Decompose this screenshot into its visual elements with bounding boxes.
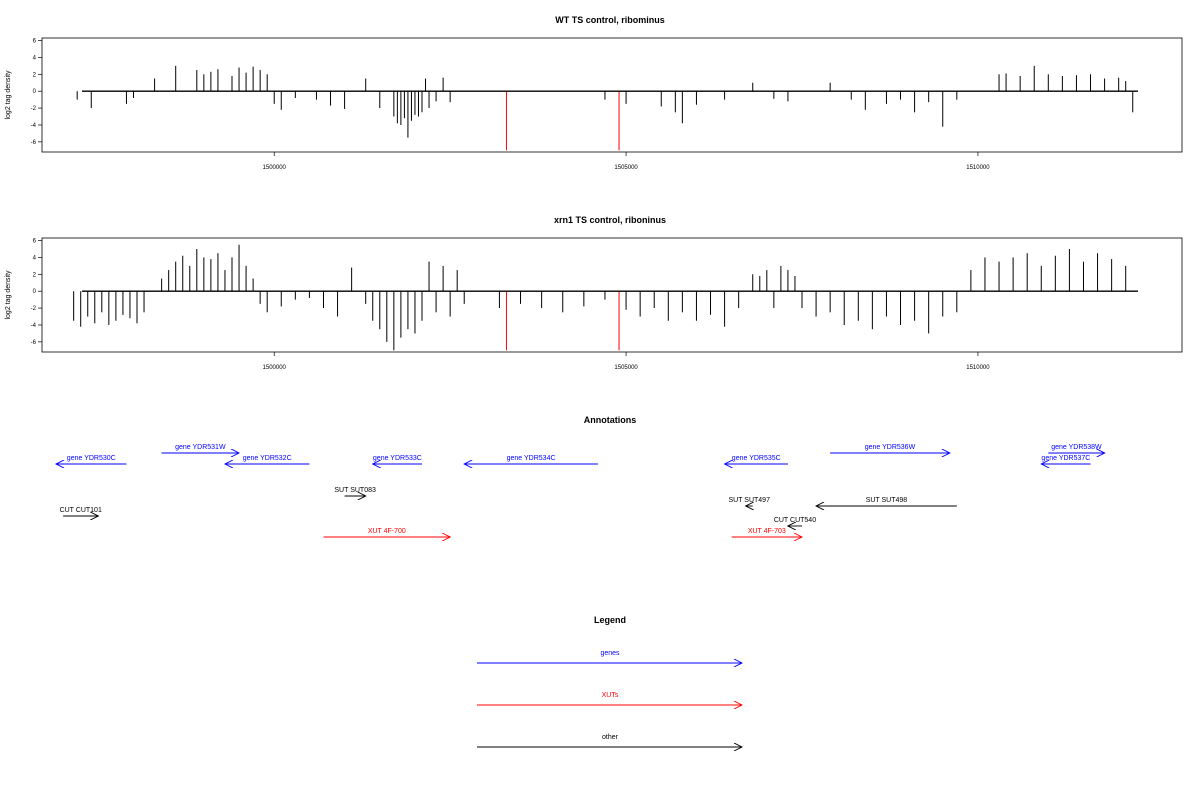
y-tick-label: 0 (33, 89, 37, 95)
x-tick-label: 1510000 (966, 365, 990, 371)
annotation-label: gene YDR534C (507, 455, 556, 462)
x-tick-label: 1500000 (263, 165, 287, 171)
legend-panel: Legend genes XUTs other (477, 615, 742, 747)
panel-xrn1-y-axis: 6 4 2 0 -2 -4 -6 (31, 239, 42, 346)
annotation-label: gene YDR537C (1041, 455, 1090, 462)
panel-wt-ylabel: log2 tag density (5, 70, 12, 120)
legend-items: genes XUTs other (477, 650, 742, 747)
annotation-items: gene YDR530C gene YDR531W gene YDR532C gene… (56, 444, 1105, 537)
panel-wt-title: WT TS control, ribominus (555, 15, 665, 25)
panel-xrn1-frame (41, 237, 1183, 353)
y-tick-label: -6 (31, 340, 37, 346)
panel-wt-y-axis: 6 4 2 0 -2 -4 -6 (31, 39, 42, 146)
panel-xrn1-ylabel: log2 tag density (5, 270, 12, 320)
y-tick-label: -6 (31, 140, 37, 146)
annotation-label: gene YDR533C (373, 455, 422, 462)
y-tick-label: 4 (33, 55, 37, 61)
y-tick-label: -2 (31, 106, 37, 112)
panel-xrn1: xrn1 TS control, riboninus log2 tag dens… (5, 215, 1183, 371)
annotation-label: CUT CUT540 (774, 517, 816, 524)
annotation-label: SUT SUT497 (728, 497, 770, 504)
legend-label: XUTs (602, 692, 619, 699)
annotations-title: Annotations (584, 415, 637, 425)
panel-wt-x-axis: 1500000 1505000 1510000 (263, 152, 990, 171)
annotation-label: CUT CUT101 (60, 507, 102, 514)
x-tick-label: 1510000 (966, 165, 990, 171)
panel-xrn1-bars (73, 244, 1138, 351)
panel-wt-bars (76, 65, 1138, 151)
y-tick-label: 0 (33, 289, 37, 295)
y-tick-label: 4 (33, 255, 37, 261)
legend-label: other (602, 734, 619, 741)
x-tick-label: 1505000 (614, 365, 638, 371)
legend-label: genes (600, 650, 620, 657)
annotation-label: gene YDR535C (732, 455, 781, 462)
panel-xrn1-title: xrn1 TS control, riboninus (554, 215, 666, 225)
legend-title: Legend (594, 615, 626, 625)
y-tick-label: -4 (31, 323, 37, 329)
annotation-label: gene YDR538W (1051, 444, 1102, 451)
y-tick-label: 6 (33, 39, 37, 45)
x-tick-label: 1505000 (614, 165, 638, 171)
x-tick-label: 1500000 (263, 365, 287, 371)
panel-wt-frame (41, 37, 1183, 153)
annotation-label: XUT 4F-703 (748, 528, 786, 535)
annotation-label: SUT SUT498 (866, 497, 908, 504)
annotation-label: XUT 4F-700 (368, 528, 406, 535)
annotation-label: gene YDR532C (243, 455, 292, 462)
y-tick-label: 6 (33, 239, 37, 245)
panel-wt: WT TS control, ribominus log2 tag densit… (5, 15, 1183, 171)
annotation-label: gene YDR536W (865, 444, 916, 451)
y-tick-label: 2 (33, 272, 37, 278)
y-tick-label: 2 (33, 72, 37, 78)
annotation-label: SUT SUT083 (334, 487, 376, 494)
panel-xrn1-x-axis: 1500000 1505000 1510000 (263, 352, 990, 371)
annotation-label: gene YDR530C (67, 455, 116, 462)
annotation-label: gene YDR531W (175, 444, 226, 451)
y-tick-label: -4 (31, 123, 37, 129)
y-tick-label: -2 (31, 306, 37, 312)
